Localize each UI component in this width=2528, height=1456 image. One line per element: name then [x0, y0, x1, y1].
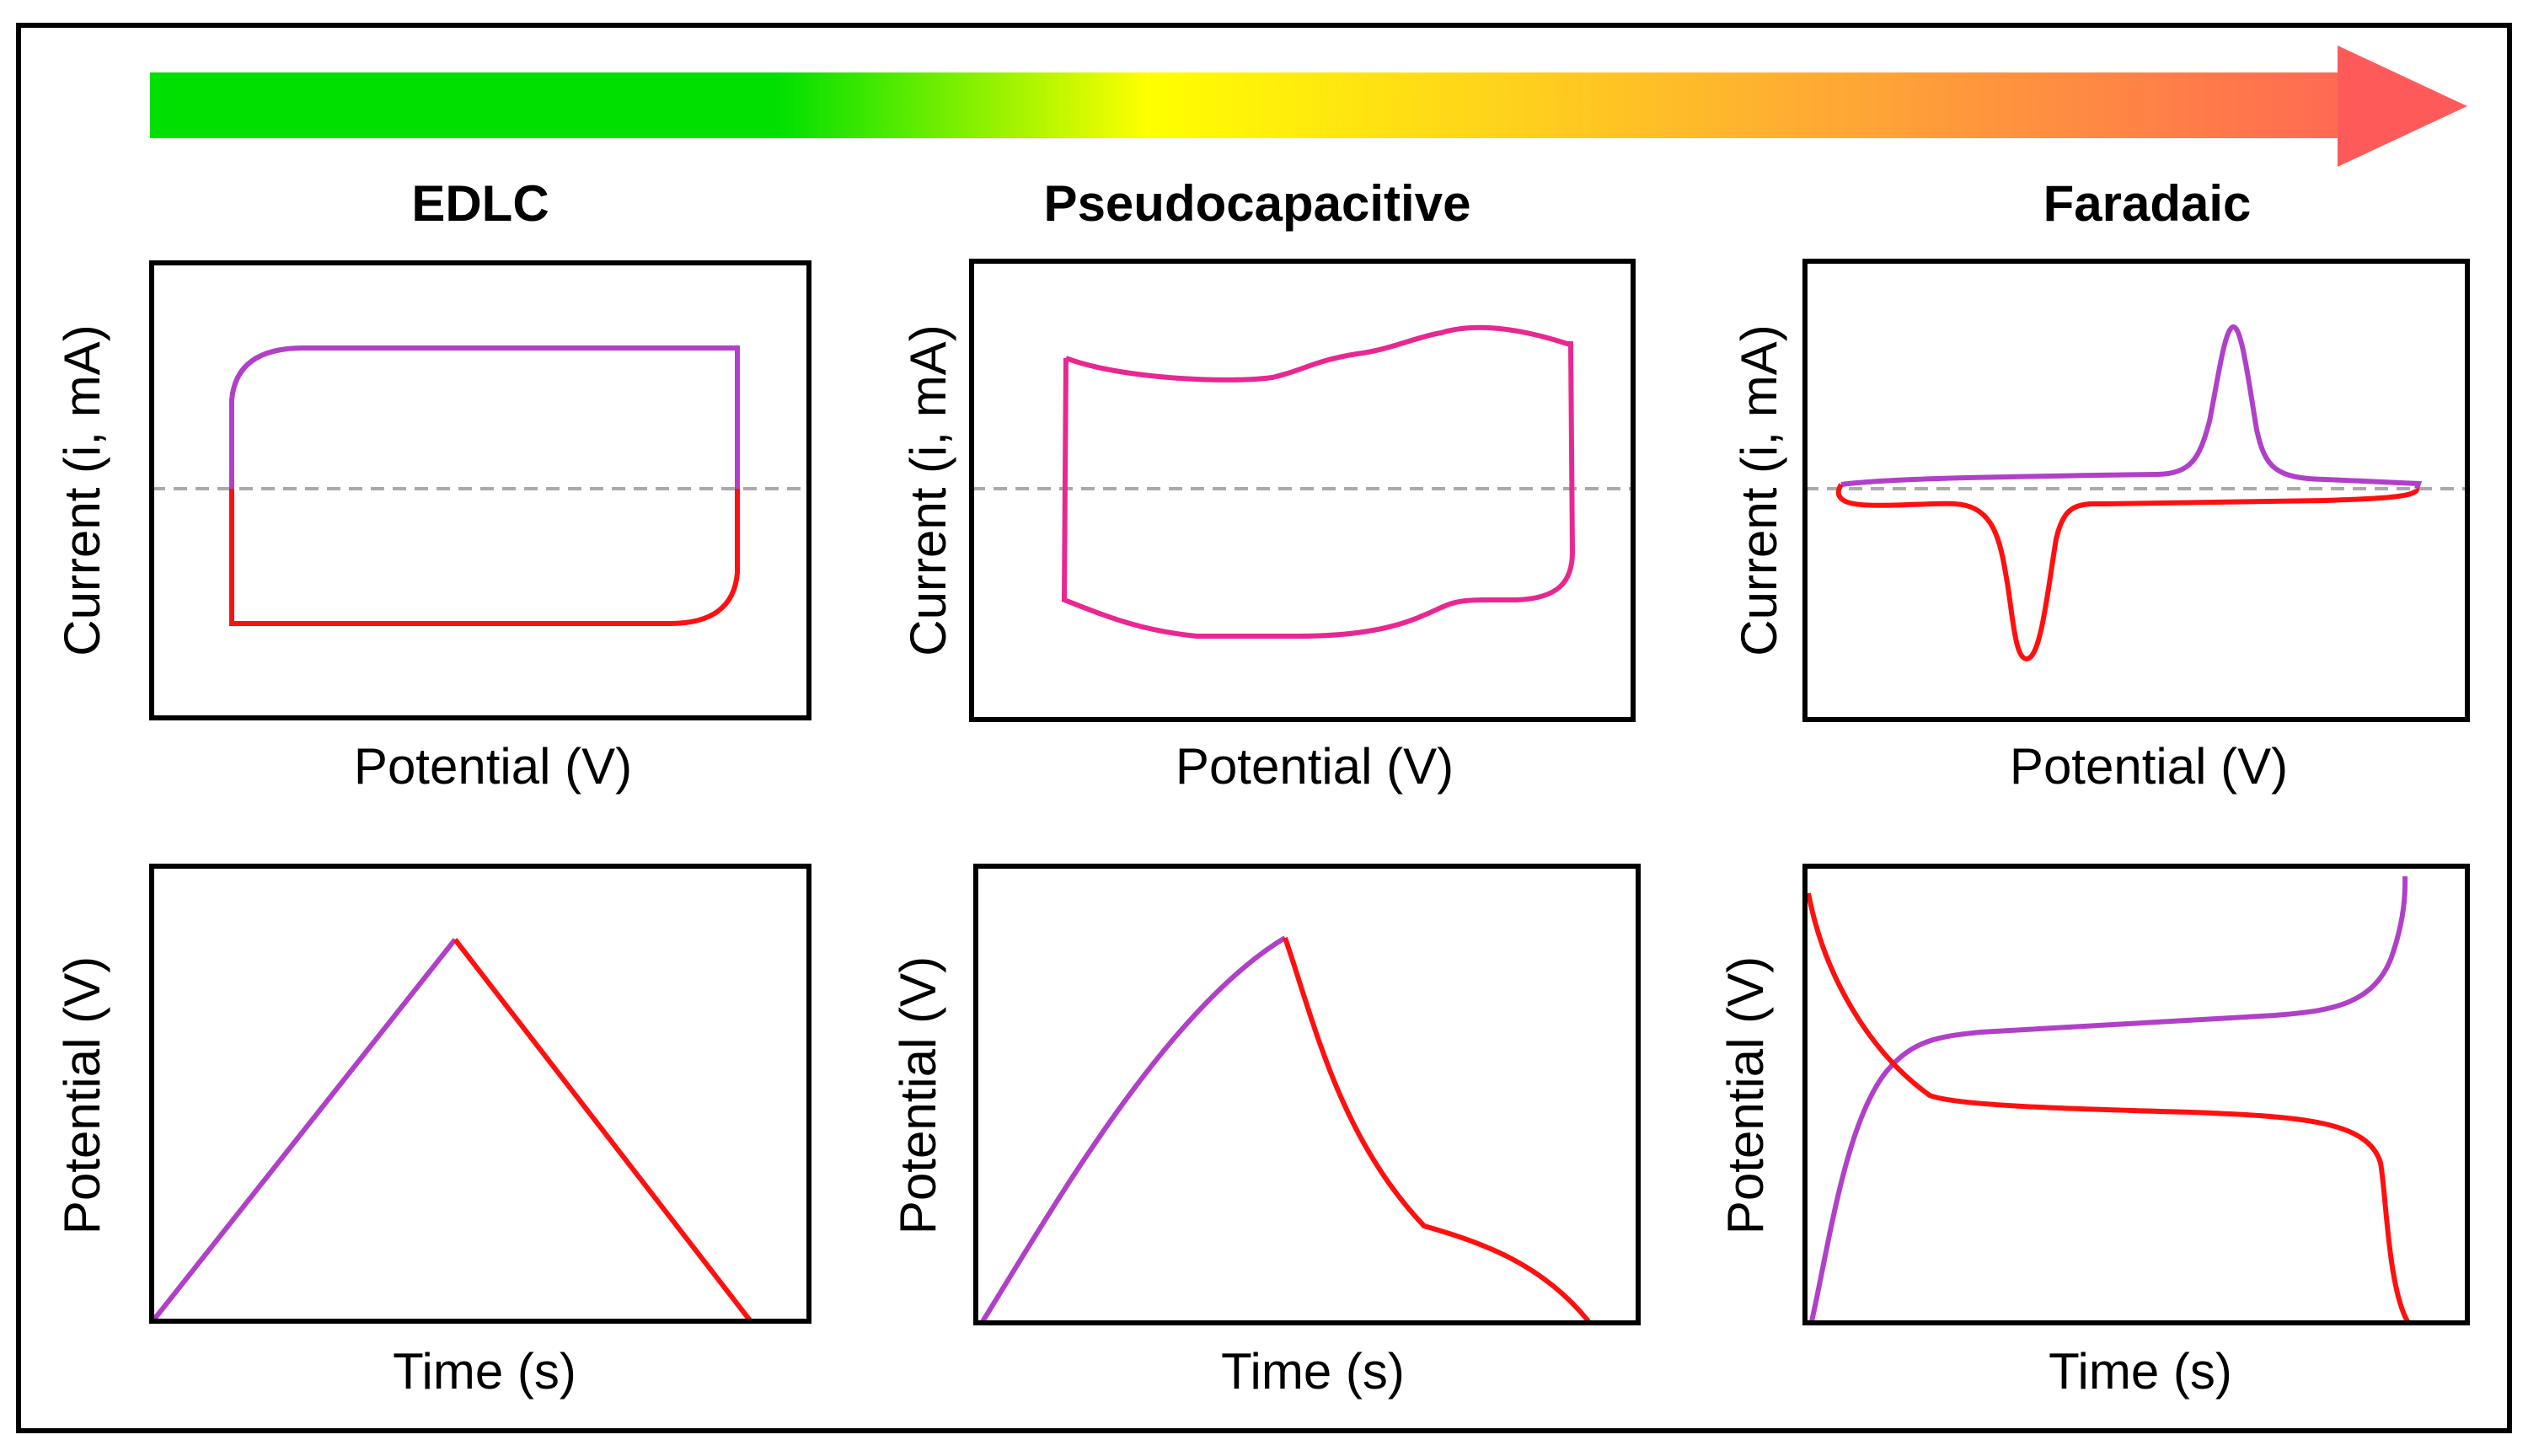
- gcd-charge-curve: [979, 935, 1287, 1325]
- y-axis-label: Current (i, mA): [900, 324, 956, 656]
- y-axis-label: Potential (V): [54, 956, 110, 1234]
- x-axis-label: Potential (V): [2010, 738, 2288, 795]
- cv-discharge-curve: [229, 489, 740, 626]
- gcd-charge-curve: [151, 938, 458, 1322]
- y-axis-label: Potential (V): [1717, 956, 1774, 1234]
- faradaic-cv-plot: Current (i, mA) Potential (V): [1731, 259, 2470, 795]
- title-edlc: EDLC: [411, 175, 549, 232]
- title-faradaic: Faradaic: [2043, 175, 2252, 232]
- x-axis-label: Time (s): [1221, 1343, 1405, 1400]
- arrow-shaft: [150, 72, 2341, 138]
- gradient-arrow-icon: [150, 46, 2467, 167]
- cv-charge-curve: [229, 345, 740, 489]
- gcd-discharge-curve: [453, 938, 753, 1322]
- y-axis-label: Current (i, mA): [1731, 324, 1787, 656]
- x-axis-label: Potential (V): [1176, 738, 1454, 795]
- plot-frame: [1802, 259, 2470, 722]
- plot-frame: [149, 260, 811, 720]
- y-axis-label: Current (i, mA): [54, 324, 110, 656]
- plot-frame: [1802, 864, 2470, 1325]
- cv-anodic-curve: [1840, 324, 2423, 490]
- faradaic-gcd-plot: Potential (V) Time (s): [1717, 864, 2470, 1400]
- gcd-discharge-curve: [1283, 937, 1591, 1323]
- cv-loop-curve: [1061, 324, 1576, 639]
- x-axis-label: Potential (V): [354, 738, 632, 795]
- x-axis-label: Time (s): [393, 1343, 576, 1400]
- outer-frame: [16, 23, 2512, 1433]
- arrow-head: [2338, 46, 2467, 167]
- plot-frame: [973, 864, 1641, 1325]
- edlc-cv-plot: Current (i, mA) Potential (V): [54, 260, 811, 795]
- edlc-gcd-plot: Potential (V) Time (s): [54, 864, 811, 1400]
- y-axis-label: Potential (V): [890, 956, 946, 1234]
- gcd-discharge-curve: [1806, 892, 2411, 1325]
- pseudo-cv-plot: Current (i, mA) Potential (V): [900, 259, 1636, 795]
- pseudo-gcd-plot: Potential (V) Time (s): [890, 864, 1641, 1400]
- cv-cathodic-curve: [1835, 483, 2419, 662]
- plot-frame: [149, 864, 811, 1324]
- title-pseudocapacitive: Pseudocapacitive: [1044, 175, 1471, 232]
- x-axis-label: Time (s): [2049, 1343, 2232, 1400]
- plot-frame: [969, 259, 1636, 722]
- gcd-charge-curve: [1809, 875, 2408, 1322]
